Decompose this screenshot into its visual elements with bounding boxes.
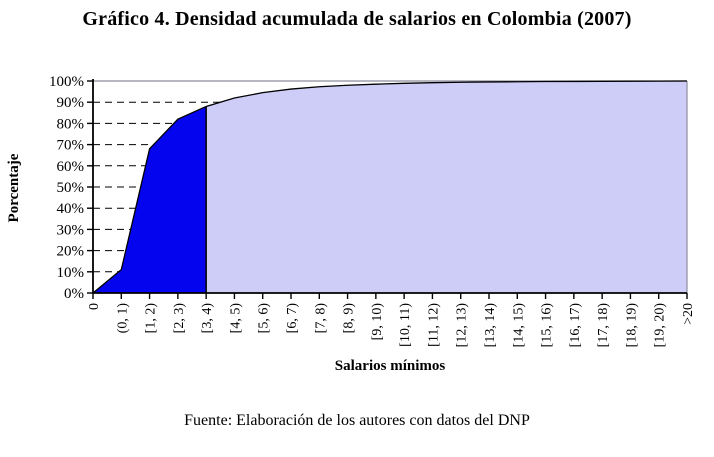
cumulative-area-chart: 0% 10% 20% 30% 40% 50% 60% 70% 80% 90% 100% 0 (0, 1)… [49, 74, 696, 348]
x-tick-label: [4, 5) [228, 303, 243, 334]
x-tick-label: >20 [681, 303, 696, 325]
chart-title: Gráfico 4. Densidad acumulada de salario… [82, 8, 632, 30]
x-tick-label: [15, 16) [540, 303, 555, 348]
x-tick-label: [14, 15) [511, 303, 526, 348]
cumulative-curve [92, 80, 688, 294]
x-tick-label: [7, 8) [313, 303, 328, 334]
y-tick-label: 40% [57, 201, 85, 217]
y-tick-label: 100% [49, 74, 84, 90]
x-tick-label: [11, 12) [426, 303, 441, 347]
x-tick-label: [10, 11) [398, 303, 413, 347]
y-tick-label: 80% [57, 116, 85, 132]
x-tick-label: [19, 20) [653, 303, 668, 348]
y-axis-title: Porcentaje [6, 153, 22, 223]
x-tick-label: [16, 17) [568, 303, 583, 348]
y-tick-label: 50% [57, 180, 85, 196]
y-tick-label: 60% [57, 159, 85, 175]
x-tick-label: [2, 3) [172, 303, 187, 334]
x-tick-label: [17, 18) [596, 303, 611, 348]
y-tick-label: 10% [57, 265, 85, 281]
x-tick-label: [18, 19) [624, 303, 639, 348]
x-tick-label: [3, 4) [200, 303, 215, 334]
x-tick-label: [12, 13) [455, 303, 470, 348]
x-tick-label: [5, 6) [257, 303, 272, 334]
y-tick-label: 90% [57, 95, 85, 111]
x-tick-label: (0, 1) [115, 303, 130, 334]
x-tick-label: [1, 2) [144, 303, 159, 334]
x-tick-label: [8, 9) [342, 303, 357, 334]
upper-tail-area [206, 81, 687, 293]
highlight-area-below-3-4 [93, 106, 207, 293]
y-tick-label: 30% [57, 222, 85, 238]
x-tick-label: 0 [87, 303, 102, 310]
y-tick-label: 0% [64, 286, 84, 302]
y-tick-label: 20% [57, 244, 85, 260]
x-tick-label: [6, 7) [285, 303, 300, 334]
x-tick-label: [13, 14) [483, 303, 498, 348]
source-note: Fuente: Elaboración de los autores con d… [184, 412, 530, 429]
y-tick-label: 70% [57, 138, 85, 154]
x-tick-label: [9, 10) [370, 303, 385, 341]
x-axis-title: Salarios mínimos [334, 358, 446, 374]
